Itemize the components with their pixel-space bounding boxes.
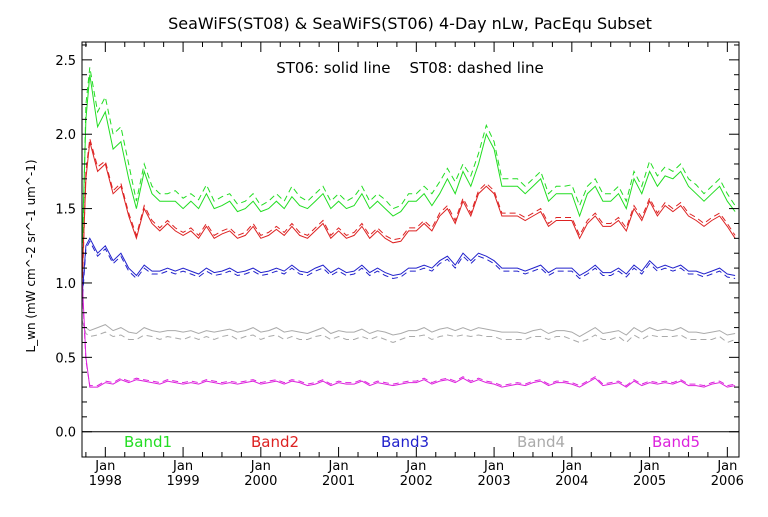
x-tick-year-label: 2002 <box>400 474 433 489</box>
plot-frame <box>81 41 740 458</box>
x-tick-month-label: Jan <box>405 459 426 474</box>
y-tick-label: 1.5 <box>55 203 76 218</box>
x-tick-month-label: Jan <box>561 459 582 474</box>
series-band3-solid-line <box>81 237 736 298</box>
series-band1-dashed-line <box>81 67 736 284</box>
series-band2-dashed-line <box>81 138 736 298</box>
x-tick-year-label: 1999 <box>167 474 200 489</box>
series-band3-dashed-line <box>81 240 736 306</box>
x-tick-year-label: 2006 <box>711 474 744 489</box>
y-tick-label: 0.0 <box>55 426 76 441</box>
series-band5-solid-line <box>81 275 736 388</box>
series-band4-dashed-line <box>81 320 736 344</box>
series-band2-solid-line <box>81 141 736 284</box>
x-tick-month-label: Jan <box>94 459 115 474</box>
x-tick-month-label: Jan <box>172 459 193 474</box>
series-band1-solid-line <box>81 74 736 254</box>
y-tick-label: 1.0 <box>55 277 76 292</box>
legend-band2: Band2 <box>251 433 299 451</box>
x-tick-month-label: Jan <box>483 459 504 474</box>
x-tick-month-label: Jan <box>250 459 271 474</box>
x-tick-year-label: 2000 <box>244 474 277 489</box>
x-tick-year-label: 2004 <box>555 474 588 489</box>
x-tick-year-label: 1998 <box>89 474 122 489</box>
x-tick-year-label: 2001 <box>322 474 355 489</box>
y-axis-label: L_wn (mW cm^-2 sr^-1 um^-1) <box>24 159 38 352</box>
series-band4-solid-line <box>82 324 736 338</box>
chart-title: SeaWiFS(ST08) & SeaWiFS(ST06) 4-Day nLw,… <box>168 14 652 33</box>
x-tick-month-label: Jan <box>639 459 660 474</box>
y-tick-label: 2.5 <box>55 54 76 69</box>
legend-band5: Band5 <box>652 433 700 451</box>
legend-band3: Band3 <box>381 433 429 451</box>
chart-annotation: ST06: solid line ST08: dashed line <box>276 59 544 77</box>
x-tick-year-label: 2005 <box>633 474 666 489</box>
y-tick-label: 0.5 <box>55 351 76 366</box>
x-tick-month-label: Jan <box>716 459 737 474</box>
x-tick-year-label: 2003 <box>478 474 511 489</box>
x-tick-month-label: Jan <box>328 459 349 474</box>
series-band5-dashed-line <box>81 282 736 387</box>
legend-band1: Band1 <box>124 433 172 451</box>
y-tick-label: 2.0 <box>55 128 76 143</box>
legend-band4: Band4 <box>517 433 565 451</box>
